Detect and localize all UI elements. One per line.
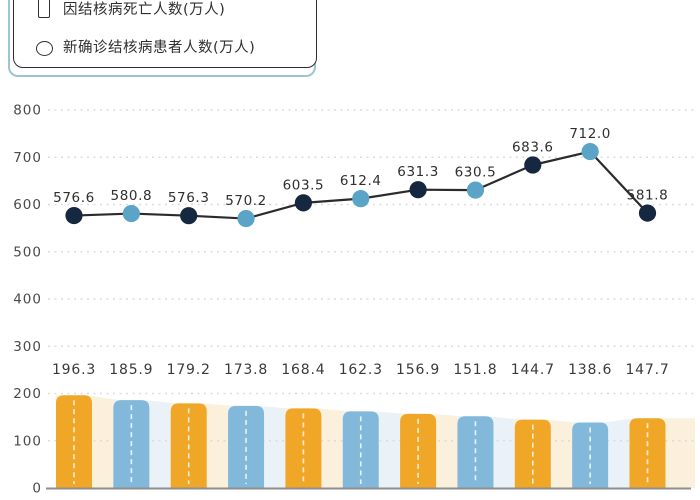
data-point-label: 576.6 bbox=[53, 190, 95, 206]
circle-series-icon bbox=[35, 40, 53, 56]
y-tick-label: 200 bbox=[13, 386, 42, 402]
data-point bbox=[466, 181, 485, 199]
data-point bbox=[581, 142, 599, 161]
data-point-label: 712.0 bbox=[569, 126, 611, 142]
y-tick-label: 500 bbox=[13, 244, 42, 260]
y-tick-label: 300 bbox=[13, 339, 42, 355]
legend-box: 因结核病死亡人数(万人) 新确诊结核病患者人数(万人) bbox=[13, 0, 317, 68]
bar-value-label: 196.3 bbox=[52, 362, 96, 378]
bar bbox=[56, 395, 92, 488]
bar bbox=[400, 413, 437, 488]
data-point-label: 570.2 bbox=[225, 193, 267, 209]
data-point-label: 576.3 bbox=[168, 190, 210, 206]
y-tick-label: 700 bbox=[13, 150, 42, 166]
y-tick-label: 600 bbox=[13, 197, 42, 213]
bar-value-label: 185.9 bbox=[109, 362, 153, 378]
bar-series-icon bbox=[38, 0, 50, 18]
data-point-label: 612.4 bbox=[340, 173, 382, 189]
data-point-label: 580.8 bbox=[111, 188, 153, 204]
data-point bbox=[409, 181, 427, 199]
y-tick-label: 100 bbox=[13, 433, 42, 449]
legend-item-new-cases-label: 新确诊结核病患者人数(万人) bbox=[63, 39, 256, 56]
y-tick-label: 0 bbox=[32, 481, 42, 497]
bar-value-label: 168.4 bbox=[281, 362, 325, 378]
data-point bbox=[294, 194, 312, 212]
y-tick-label: 400 bbox=[13, 292, 42, 308]
legend: 因结核病死亡人数(万人) 新确诊结核病患者人数(万人) bbox=[7, 0, 325, 77]
data-point-label: 631.3 bbox=[397, 164, 439, 180]
bar-value-label: 156.9 bbox=[396, 362, 440, 378]
data-point bbox=[122, 204, 140, 223]
bar-value-label: 151.8 bbox=[453, 362, 497, 378]
bar-value-label: 162.3 bbox=[339, 362, 383, 378]
data-point-label: 683.6 bbox=[512, 139, 554, 155]
data-point bbox=[237, 209, 255, 228]
bar bbox=[285, 408, 322, 488]
data-point bbox=[638, 204, 657, 222]
data-point bbox=[65, 206, 83, 225]
bar bbox=[342, 411, 379, 488]
data-point-label: 581.8 bbox=[627, 188, 669, 204]
data-point bbox=[180, 207, 198, 225]
bar-value-label: 147.7 bbox=[625, 362, 669, 378]
bar-value-label: 138.6 bbox=[568, 362, 612, 378]
data-point-label: 630.5 bbox=[455, 165, 497, 181]
bar-value-label: 173.8 bbox=[224, 362, 268, 378]
legend-item-deaths: 因结核病死亡人数(万人) bbox=[28, 0, 225, 23]
bar-value-label: 179.2 bbox=[167, 362, 211, 378]
bar-value-label: 144.7 bbox=[511, 362, 555, 378]
y-tick-label: 800 bbox=[13, 103, 42, 119]
legend-item-new-cases: 新确诊结核病患者人数(万人) bbox=[28, 35, 255, 61]
data-point-label: 603.5 bbox=[283, 177, 325, 193]
legend-item-deaths-label: 因结核病死亡人数(万人) bbox=[63, 1, 226, 18]
data-point bbox=[524, 156, 542, 174]
data-point bbox=[352, 190, 370, 208]
